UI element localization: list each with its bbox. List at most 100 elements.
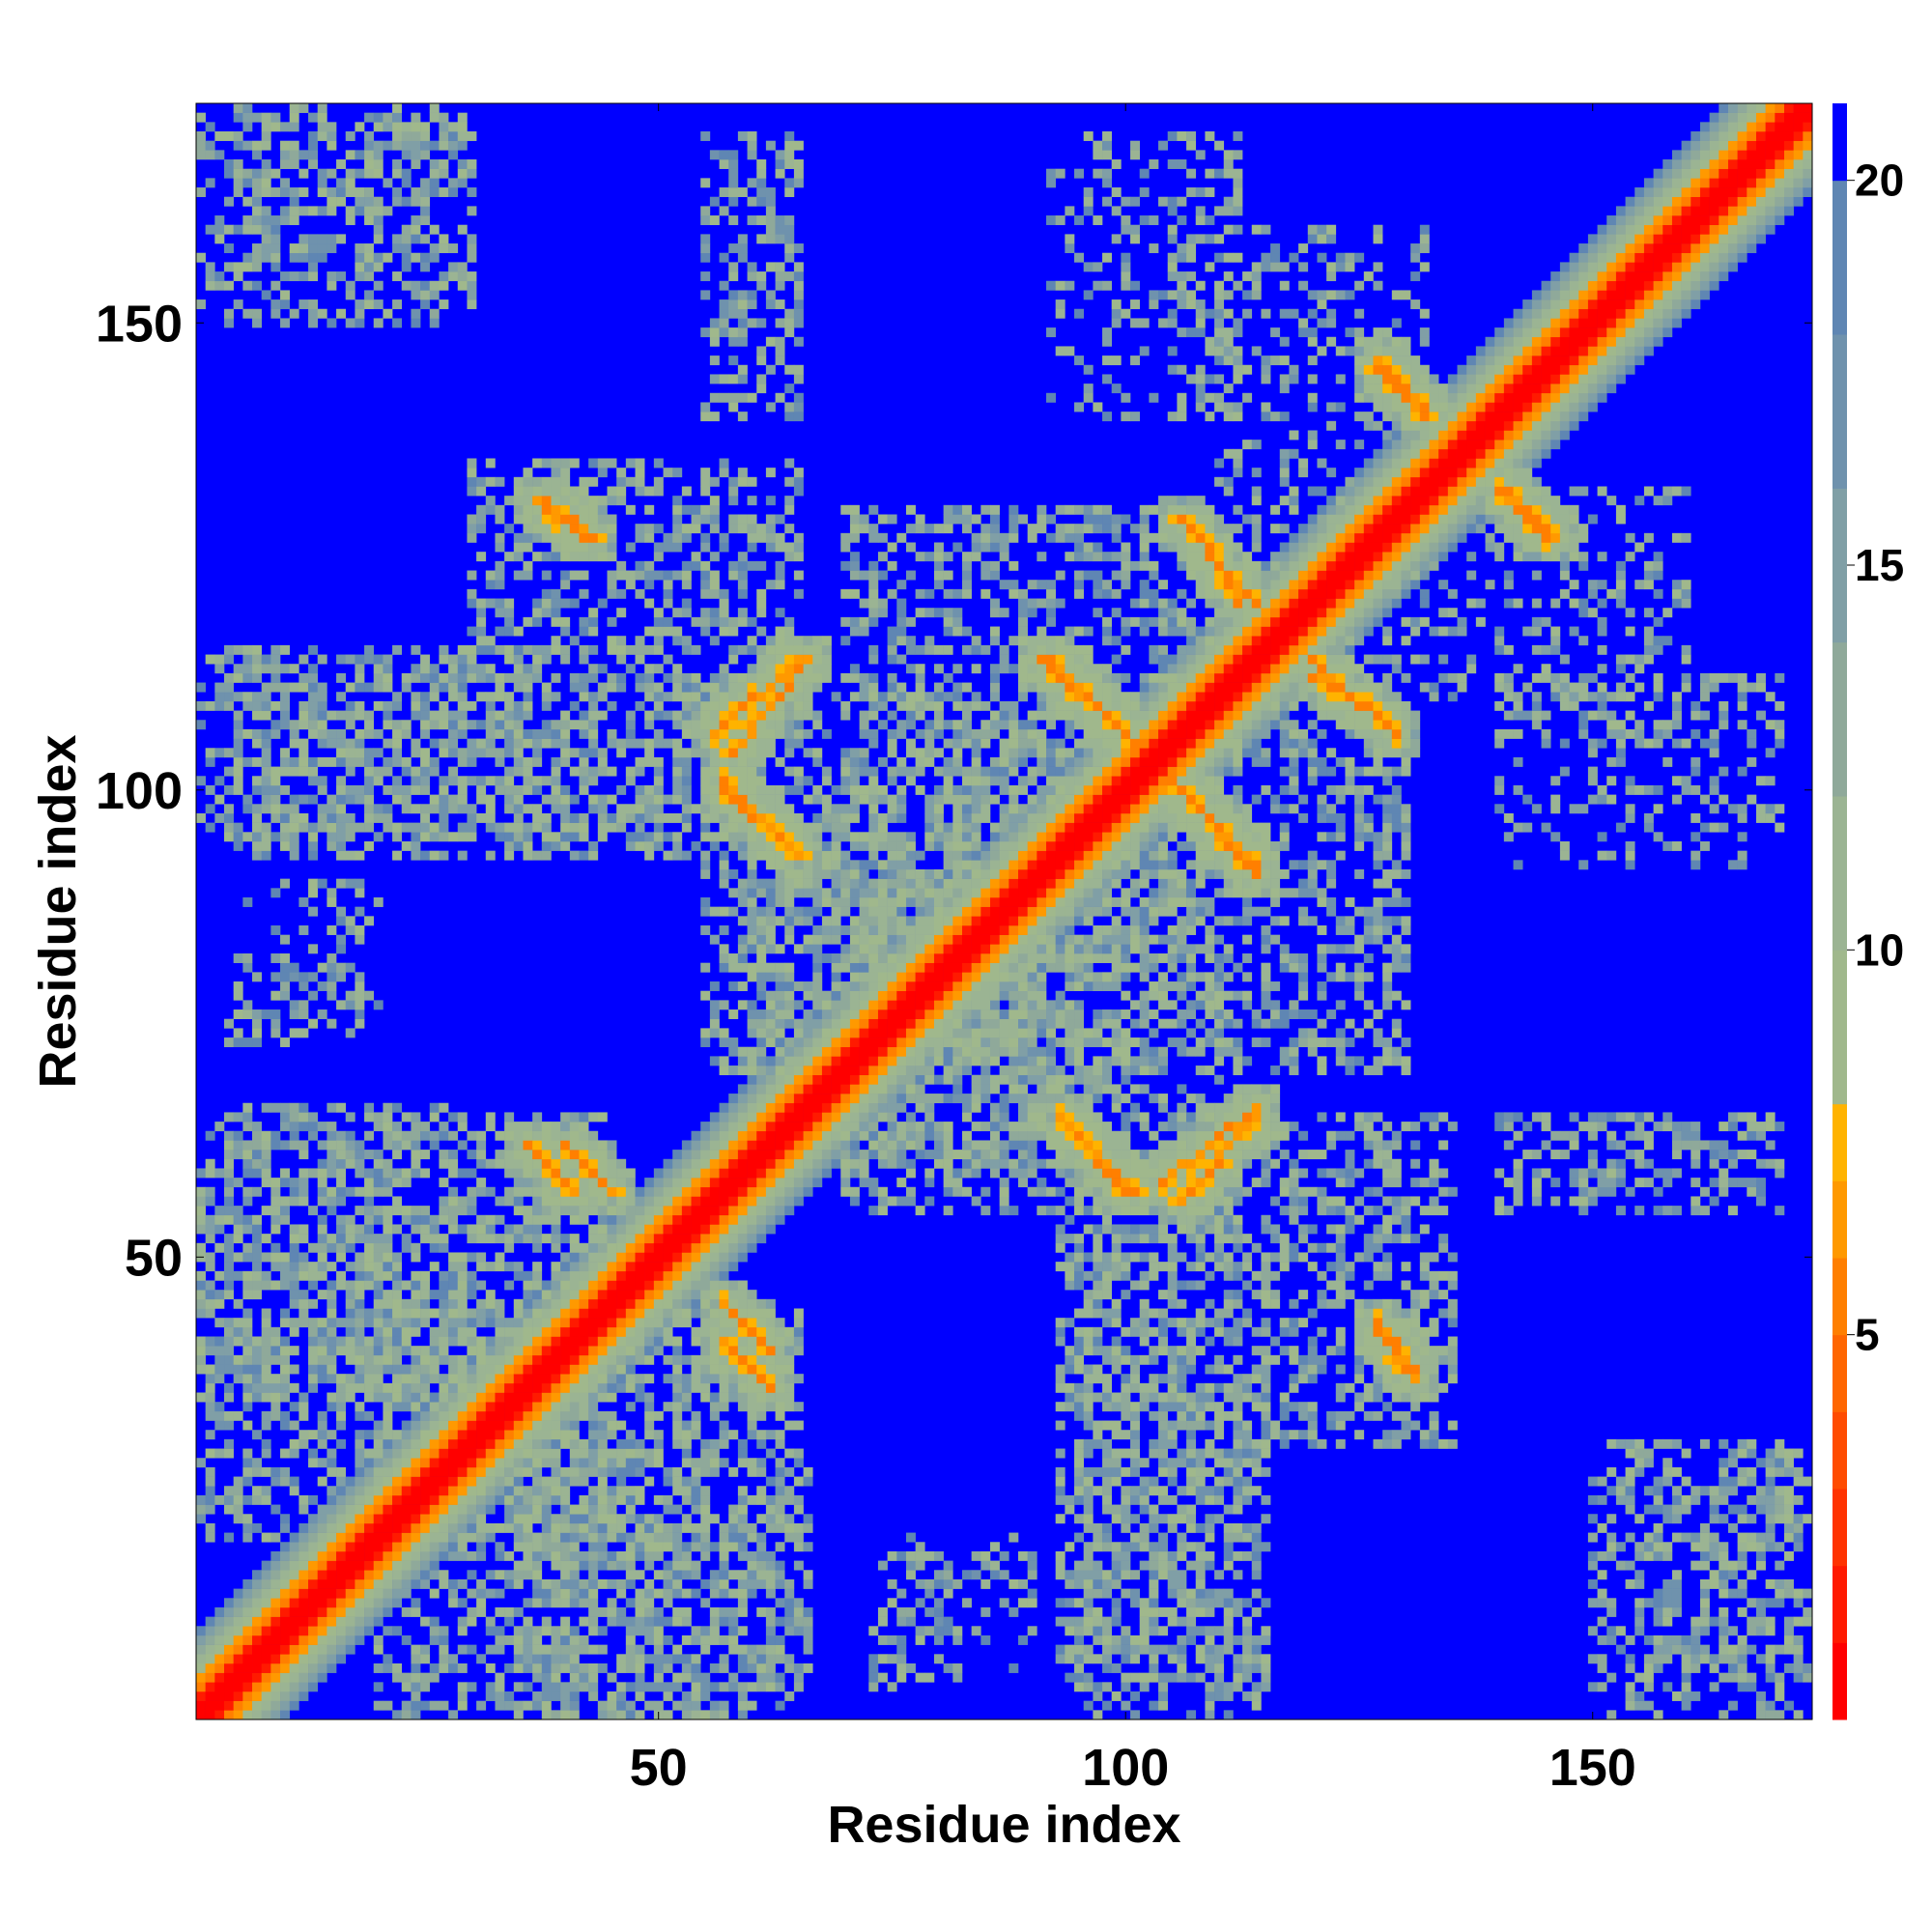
heatmap-cell [672,748,683,758]
heatmap-cell [579,1448,589,1459]
heatmap-cell [672,1644,683,1655]
heatmap-cell [737,1402,748,1412]
heatmap-cell [280,1168,290,1179]
heatmap-cell [719,1102,729,1113]
heatmap-cell [411,1598,421,1608]
heatmap-cell [737,1336,748,1347]
heatmap-cell [355,850,365,861]
heatmap-cell [420,1466,431,1477]
heatmap-cell [270,700,281,711]
heatmap-cell [336,1532,347,1543]
heatmap-cell [607,496,617,506]
heatmap-cell [401,1560,412,1571]
heatmap-cell [709,1514,720,1524]
heatmap-cell [233,1504,243,1515]
heatmap-cell [663,1578,673,1589]
heatmap-cell [336,916,347,926]
heatmap-cell [663,570,673,581]
heatmap-cell [719,1028,729,1038]
heatmap-cell [457,1140,468,1151]
heatmap-cell [233,1270,243,1281]
heatmap-cell [700,1196,711,1207]
heatmap-cell [504,1662,515,1673]
heatmap-cell [233,1234,243,1244]
heatmap-cell [541,1504,552,1515]
heatmap-cell [373,1532,384,1543]
heatmap-cell [214,1290,225,1300]
heatmap-cell [663,794,673,805]
heatmap-cell [616,738,627,749]
heatmap-cell [252,1522,262,1533]
heatmap-cell [401,1570,412,1580]
heatmap-cell [308,1458,319,1468]
heatmap-cell [523,542,533,553]
heatmap-cell [588,1514,599,1524]
heatmap-cell [196,1634,206,1645]
heatmap-cell [280,187,290,197]
heatmap-cell [439,1570,449,1580]
heatmap-cell [242,1420,253,1431]
heatmap-cell [411,766,421,777]
heatmap-cell [719,1130,729,1141]
heatmap-cell [327,1448,337,1459]
heatmap-cell [317,1374,327,1384]
heatmap-cell [737,336,748,347]
heatmap-cell [765,140,776,151]
heatmap-cell [719,832,729,842]
heatmap-cell [765,1065,776,1076]
heatmap-cell [242,953,253,963]
heatmap-cell [476,1158,487,1169]
heatmap-cell [298,1112,309,1122]
heatmap-cell [345,878,355,889]
heatmap-cell [691,1270,701,1281]
heatmap-cell [224,1130,234,1141]
heatmap-cell [719,588,729,599]
heatmap-cell [495,1392,505,1403]
heatmap-cell [327,1504,337,1515]
heatmap-cell [242,1588,253,1599]
heatmap-cell [308,1270,319,1281]
heatmap-cell [373,1336,384,1347]
heatmap-cell [317,112,327,123]
heatmap-cell [373,896,384,907]
heatmap-cell [504,832,515,842]
heatmap-cell [289,1130,299,1141]
heatmap-cell [765,1672,776,1683]
heatmap-cell [579,654,589,665]
heatmap-cell [280,1710,290,1720]
heatmap-cell [345,1150,355,1160]
heatmap-cell [532,1588,543,1599]
heatmap-cell [644,1598,655,1608]
heatmap-cell [728,1606,739,1617]
heatmap-cell [532,1318,543,1328]
heatmap-cell [672,1410,683,1421]
heatmap-cell [298,1542,309,1552]
heatmap-cell [756,1458,767,1468]
heatmap-cell [644,812,655,823]
heatmap-cell [644,1346,655,1356]
heatmap-cell [252,776,262,786]
heatmap-cell [327,243,337,254]
heatmap-cell [242,1308,253,1319]
heatmap-cell [756,588,767,599]
heatmap-cell [644,1522,655,1533]
heatmap-cell [429,1522,440,1533]
heatmap-cell [588,458,599,469]
heatmap-cell [513,720,524,730]
heatmap-cell [364,1626,375,1636]
heatmap-cell [289,1644,299,1655]
heatmap-cell [242,103,253,113]
heatmap-cell [579,1364,589,1375]
heatmap-cell [345,832,355,842]
heatmap-cell [616,1186,627,1197]
heatmap-cell [242,168,253,179]
heatmap-cell [336,756,347,767]
heatmap-cell [392,794,403,805]
heatmap-cell [448,1654,459,1664]
heatmap-cell [420,1420,431,1431]
heatmap-cell [308,682,319,693]
heatmap-cell [681,1270,692,1281]
heatmap-cell [448,1270,459,1281]
heatmap-cell [663,1522,673,1533]
